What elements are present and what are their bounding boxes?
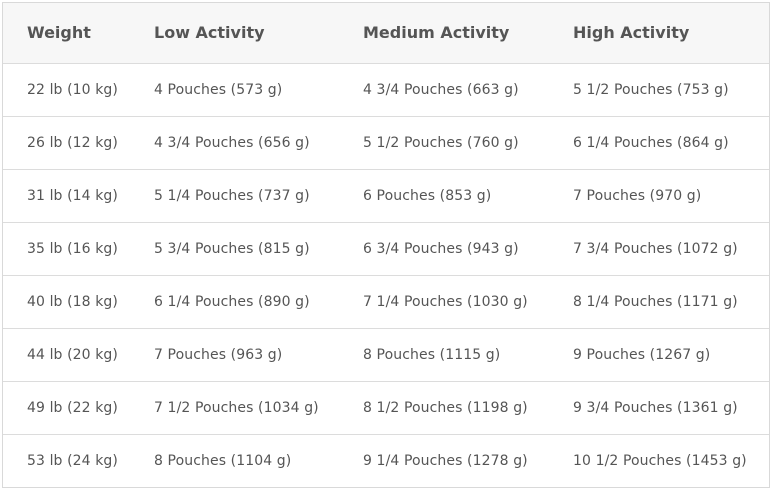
header-low-activity: Low Activity xyxy=(154,23,265,43)
table-row: 40 lb (18 kg) 6 1/4 Pouches (890 g) 7 1/… xyxy=(3,275,769,328)
table-row: 49 lb (22 kg) 7 1/2 Pouches (1034 g) 8 1… xyxy=(3,381,769,434)
table-body: 22 lb (10 kg) 4 Pouches (573 g) 4 3/4 Po… xyxy=(3,63,769,487)
cell-weight: 53 lb (24 kg) xyxy=(27,452,118,469)
table-row: 44 lb (20 kg) 7 Pouches (963 g) 8 Pouche… xyxy=(3,328,769,381)
table-row: 22 lb (10 kg) 4 Pouches (573 g) 4 3/4 Po… xyxy=(3,63,769,116)
cell-medium-activity: 5 1/2 Pouches (760 g) xyxy=(363,134,519,151)
feeding-table: Weight Low Activity Medium Activity High… xyxy=(3,3,769,487)
cell-low-activity: 8 Pouches (1104 g) xyxy=(154,452,292,469)
cell-high-activity: 5 1/2 Pouches (753 g) xyxy=(573,81,729,98)
cell-medium-activity: 7 1/4 Pouches (1030 g) xyxy=(363,293,528,310)
cell-low-activity: 5 3/4 Pouches (815 g) xyxy=(154,240,310,257)
cell-medium-activity: 9 1/4 Pouches (1278 g) xyxy=(363,452,528,469)
cell-high-activity: 8 1/4 Pouches (1171 g) xyxy=(573,293,738,310)
cell-medium-activity: 6 3/4 Pouches (943 g) xyxy=(363,240,519,257)
table-row: 53 lb (24 kg) 8 Pouches (1104 g) 9 1/4 P… xyxy=(3,434,769,487)
cell-weight: 49 lb (22 kg) xyxy=(27,399,118,416)
header-high-activity: High Activity xyxy=(573,23,690,43)
cell-high-activity: 6 1/4 Pouches (864 g) xyxy=(573,134,729,151)
cell-low-activity: 4 Pouches (573 g) xyxy=(154,81,283,98)
cell-weight: 26 lb (12 kg) xyxy=(27,134,118,151)
cell-low-activity: 7 1/2 Pouches (1034 g) xyxy=(154,399,319,416)
cell-medium-activity: 4 3/4 Pouches (663 g) xyxy=(363,81,519,98)
cell-low-activity: 5 1/4 Pouches (737 g) xyxy=(154,187,310,204)
cell-weight: 44 lb (20 kg) xyxy=(27,346,118,363)
table-row: 31 lb (14 kg) 5 1/4 Pouches (737 g) 6 Po… xyxy=(3,169,769,222)
cell-low-activity: 6 1/4 Pouches (890 g) xyxy=(154,293,310,310)
header-row: Weight Low Activity Medium Activity High… xyxy=(3,3,769,63)
cell-high-activity: 9 3/4 Pouches (1361 g) xyxy=(573,399,738,416)
cell-low-activity: 4 3/4 Pouches (656 g) xyxy=(154,134,310,151)
table-row: 35 lb (16 kg) 5 3/4 Pouches (815 g) 6 3/… xyxy=(3,222,769,275)
cell-high-activity: 10 1/2 Pouches (1453 g) xyxy=(573,452,747,469)
cell-weight: 22 lb (10 kg) xyxy=(27,81,118,98)
cell-medium-activity: 8 1/2 Pouches (1198 g) xyxy=(363,399,528,416)
cell-high-activity: 9 Pouches (1267 g) xyxy=(573,346,711,363)
cell-high-activity: 7 3/4 Pouches (1072 g) xyxy=(573,240,738,257)
header-medium-activity: Medium Activity xyxy=(363,23,510,43)
cell-low-activity: 7 Pouches (963 g) xyxy=(154,346,283,363)
cell-medium-activity: 6 Pouches (853 g) xyxy=(363,187,492,204)
cell-medium-activity: 8 Pouches (1115 g) xyxy=(363,346,501,363)
table-row: 26 lb (12 kg) 4 3/4 Pouches (656 g) 5 1/… xyxy=(3,116,769,169)
cell-weight: 40 lb (18 kg) xyxy=(27,293,118,310)
cell-high-activity: 7 Pouches (970 g) xyxy=(573,187,702,204)
cell-weight: 31 lb (14 kg) xyxy=(27,187,118,204)
cell-weight: 35 lb (16 kg) xyxy=(27,240,118,257)
header-weight: Weight xyxy=(27,23,91,43)
table-header: Weight Low Activity Medium Activity High… xyxy=(3,3,769,63)
